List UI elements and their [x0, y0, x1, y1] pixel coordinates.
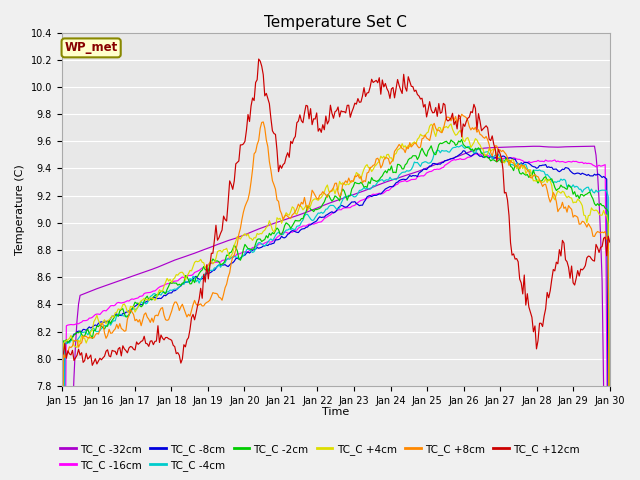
Legend: TC_C -32cm, TC_C -16cm, TC_C -8cm, TC_C -4cm, TC_C -2cm, TC_C +4cm, TC_C +8cm, T: TC_C -32cm, TC_C -16cm, TC_C -8cm, TC_C …: [56, 439, 584, 475]
Y-axis label: Temperature (C): Temperature (C): [15, 164, 25, 254]
X-axis label: Time: Time: [322, 407, 349, 417]
Text: WP_met: WP_met: [65, 41, 118, 54]
Title: Temperature Set C: Temperature Set C: [264, 15, 407, 30]
